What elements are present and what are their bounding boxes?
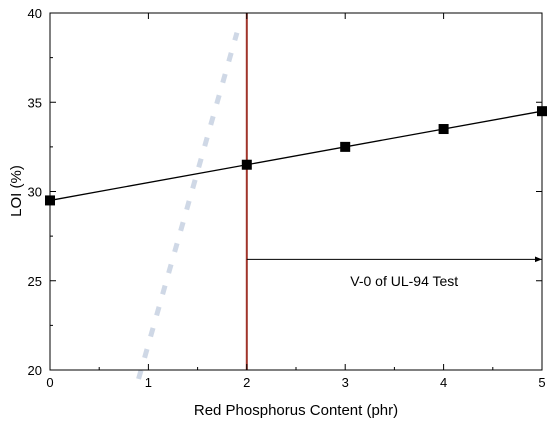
y-tick-label: 30 xyxy=(28,185,42,200)
plot-frame xyxy=(49,12,543,371)
y-tick-label: 35 xyxy=(28,95,42,110)
x-tick-label: 1 xyxy=(145,375,152,390)
fit-line xyxy=(49,110,543,202)
x-tick-label: 4 xyxy=(440,375,447,390)
y-tick-label: 25 xyxy=(28,274,42,289)
data-point xyxy=(340,141,351,152)
x-tick-label: 2 xyxy=(243,375,250,390)
data-point xyxy=(241,159,252,170)
x-axis-title: Red Phosphorus Content (phr) xyxy=(194,402,398,419)
y-tick-label: 20 xyxy=(28,363,42,378)
data-point xyxy=(438,124,449,135)
y-tick-label: 40 xyxy=(28,6,42,21)
x-tick-label: 5 xyxy=(538,375,545,390)
dashed-series-line xyxy=(136,31,240,380)
x-tick-label: 0 xyxy=(46,375,53,390)
ul94-annotation-label: V-0 of UL-94 Test xyxy=(350,273,458,289)
x-tick-label: 3 xyxy=(342,375,349,390)
y-axis-title: LOI (%) xyxy=(8,165,25,217)
